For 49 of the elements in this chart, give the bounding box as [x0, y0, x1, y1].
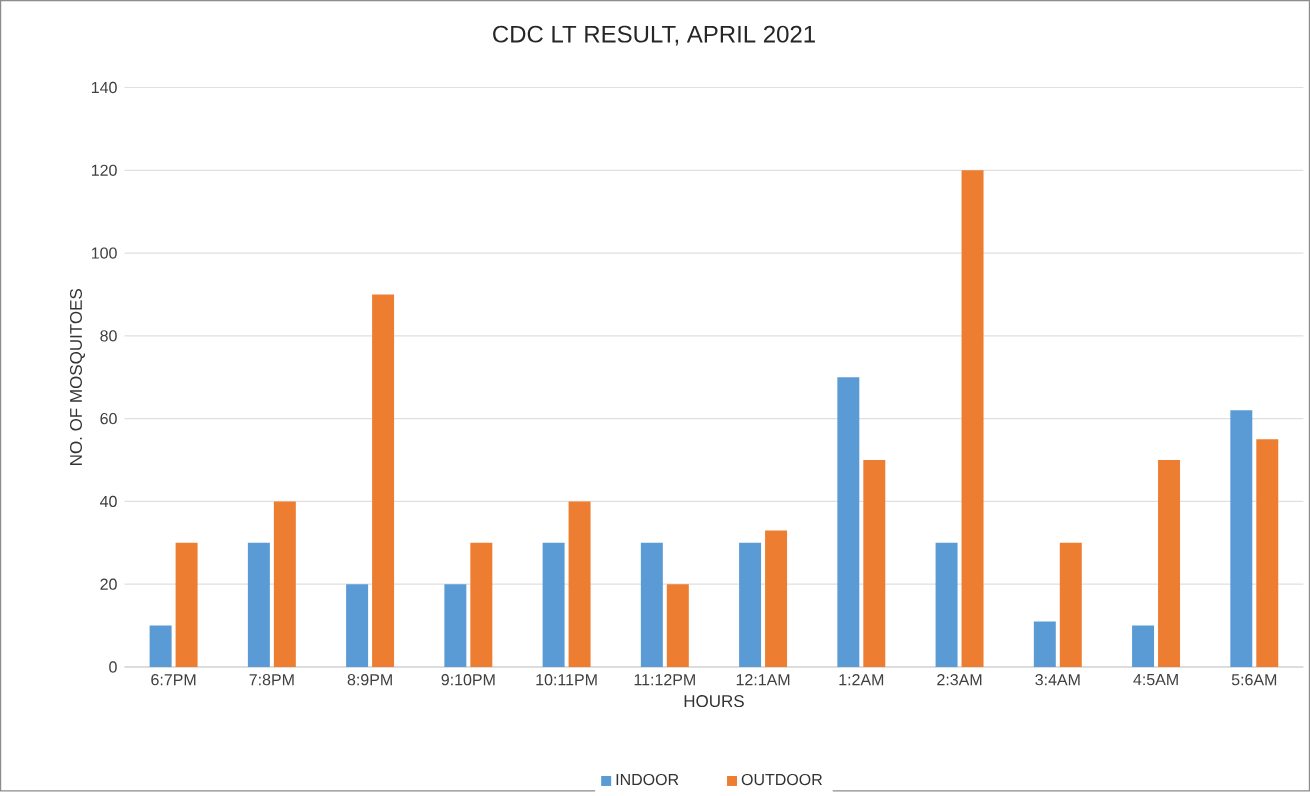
y-tick-label: 60: [100, 412, 117, 425]
y-tick-label: 40: [100, 495, 117, 508]
x-tick-label: 12:1AM: [736, 674, 790, 686]
bar: [863, 460, 886, 667]
bar: [247, 542, 270, 667]
chart-title: CDC LT RESULT, APRIL 2021: [493, 25, 815, 46]
bar: [542, 542, 565, 667]
bar: [372, 294, 395, 667]
x-tick-label: 5:6AM: [1231, 674, 1277, 686]
bar: [765, 530, 788, 667]
bar: [149, 625, 172, 667]
y-tick-label: 0: [109, 661, 117, 673]
x-tick-label: 4:5AM: [1133, 674, 1178, 686]
bar: [837, 377, 860, 667]
x-tick-label: 11:12PM: [634, 674, 695, 686]
bar: [273, 501, 296, 667]
bar: [1132, 625, 1155, 667]
x-tick-label: 8:9PM: [347, 674, 392, 686]
y-tick-label: 100: [91, 247, 117, 259]
y-axis-title: NO. OF MOSQUITOES: [69, 288, 86, 465]
y-tick-label: 140: [91, 81, 117, 94]
x-tick-label: 6:7PM: [151, 674, 196, 686]
bar: [1256, 439, 1279, 667]
x-tick-label: 7:8PM: [249, 674, 294, 686]
x-tick-label: 3:4AM: [1035, 674, 1080, 686]
x-tick-label: 10:11PM: [536, 674, 597, 686]
y-tick-label: 120: [91, 164, 117, 176]
bar: [568, 501, 591, 667]
bar: [444, 584, 467, 667]
x-tick-label: 9:10PM: [441, 674, 495, 686]
x-axis-title: HOURS: [684, 695, 744, 708]
bar: [666, 584, 689, 667]
bar: [1158, 460, 1181, 667]
bar: [1033, 621, 1056, 667]
legend-label: INDOOR: [616, 773, 679, 786]
bar: [935, 542, 958, 667]
legend-label: OUTDOOR: [741, 773, 823, 786]
y-tick-label: 20: [100, 578, 117, 590]
bar: [1059, 542, 1082, 667]
x-tick-label: 2:3AM: [937, 674, 982, 686]
bar: [961, 170, 984, 667]
bar: [175, 542, 198, 667]
bar: [346, 584, 369, 667]
x-tick-label: 1:2AM: [839, 674, 884, 686]
bar: [1230, 410, 1253, 667]
y-tick-label: 80: [100, 330, 117, 342]
bar: [739, 542, 762, 667]
bar: [470, 542, 493, 667]
bar: [640, 542, 663, 667]
